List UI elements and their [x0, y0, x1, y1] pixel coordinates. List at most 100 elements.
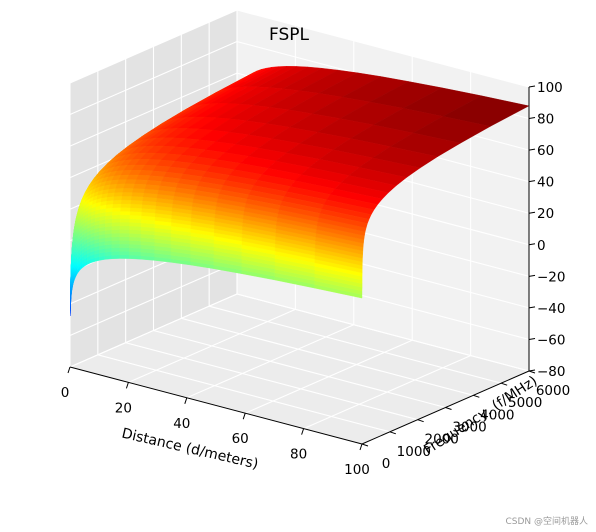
surface-patch — [112, 199, 122, 205]
surface-patch — [119, 236, 130, 241]
grid-line — [236, 9, 530, 88]
x-tick-label: 40 — [173, 416, 190, 432]
surface-patch — [119, 240, 130, 245]
x-tick-label: 100 — [344, 462, 370, 478]
surface-patch — [120, 203, 132, 208]
z-tick-label: 100 — [537, 80, 563, 96]
grid-line — [69, 9, 238, 84]
x-tick-mark — [301, 428, 305, 435]
x-tick-mark — [67, 366, 71, 374]
grid-line — [69, 41, 238, 116]
surface-patch — [111, 251, 120, 256]
surface-patch — [111, 218, 121, 223]
surface-patch — [111, 229, 121, 234]
surface-patch — [119, 251, 130, 256]
chart-title: FSPL — [269, 25, 310, 45]
surface-patch — [120, 210, 131, 216]
surface-patch — [113, 195, 123, 201]
surface-patch — [120, 207, 131, 212]
x-tick-label: 20 — [115, 400, 132, 416]
surface-patch — [121, 191, 133, 197]
surface-patch — [124, 179, 137, 185]
surface-patch — [111, 247, 120, 252]
z-tick-label: 20 — [537, 206, 554, 222]
y-tick-mark — [389, 431, 396, 435]
z-tick-label: 60 — [537, 143, 554, 159]
surface-patch — [133, 183, 147, 190]
z-tick-mark — [528, 274, 536, 277]
surface-patch — [111, 232, 121, 238]
y-tick-label: 4000 — [480, 407, 514, 423]
surface-patch — [111, 221, 121, 227]
axis-line — [69, 366, 363, 445]
z-tick-label: −20 — [537, 269, 566, 285]
surface-patch — [119, 254, 130, 259]
surface-patch — [111, 214, 121, 220]
surface-patch — [111, 225, 121, 231]
z-tick-label: −80 — [537, 364, 566, 380]
y-tick-label: 0 — [382, 456, 391, 472]
surface-patch — [119, 243, 130, 249]
surface-patch — [318, 213, 368, 228]
y-tick-mark — [501, 382, 508, 386]
z-tick-mark — [528, 243, 536, 246]
surface-patch — [114, 187, 125, 193]
y-tick-label: 3000 — [452, 420, 486, 436]
z-tick-mark — [528, 211, 536, 214]
grid-line — [153, 329, 446, 409]
surface-patch — [111, 236, 121, 241]
grid-line — [69, 261, 238, 336]
y-tick-label: 6000 — [536, 383, 570, 399]
z-tick-mark — [528, 180, 536, 183]
z-tick-label: 0 — [537, 238, 546, 254]
surface-patch — [123, 183, 135, 189]
x-tick-label: 80 — [290, 447, 307, 463]
grid-line — [181, 317, 474, 396]
y-tick-mark — [445, 407, 452, 410]
surface-patch — [111, 243, 121, 249]
surface-patch — [120, 199, 132, 205]
surface-patch — [119, 229, 130, 234]
grid-line — [69, 293, 238, 368]
y-tick-label: 2000 — [424, 432, 458, 448]
z-tick-mark — [528, 85, 536, 88]
surface-patch — [119, 214, 131, 219]
z-tick-label: 80 — [537, 112, 554, 128]
surface-patch — [119, 218, 131, 223]
surface-patch — [113, 191, 124, 197]
surface-patch — [122, 187, 134, 193]
x-tick-mark — [242, 413, 246, 420]
surface-patch — [111, 240, 121, 245]
surface-patch — [134, 179, 149, 185]
grid-line — [69, 72, 238, 147]
z-tick-label: 40 — [537, 175, 554, 191]
surface-patch — [136, 174, 151, 181]
surface-patch — [112, 207, 122, 212]
z-tick-mark — [528, 337, 536, 340]
x-tick-mark — [184, 397, 188, 404]
surface-patch — [121, 195, 133, 201]
grid-line — [209, 305, 502, 384]
surface-patch — [119, 247, 130, 252]
watermark: CSDN @空间机器人 — [505, 517, 588, 527]
z-tick-label: −40 — [537, 301, 566, 317]
y-tick-mark — [361, 443, 369, 447]
y-tick-label: 5000 — [508, 395, 542, 411]
z-tick-mark — [528, 306, 536, 309]
grid-line — [97, 354, 390, 433]
y-tick-mark — [417, 419, 424, 423]
z-tick-label: −60 — [537, 332, 566, 348]
x-tick-mark — [359, 443, 363, 451]
surface-patch — [119, 221, 130, 227]
surface-patch — [112, 210, 121, 216]
surface-patch — [112, 203, 122, 208]
x-tick-label: 60 — [232, 431, 249, 447]
x-tick-label: 0 — [61, 385, 70, 401]
grid-line — [125, 342, 418, 421]
z-tick-mark — [528, 369, 536, 372]
x-tick-mark — [125, 382, 129, 389]
surface-patch — [111, 254, 120, 260]
